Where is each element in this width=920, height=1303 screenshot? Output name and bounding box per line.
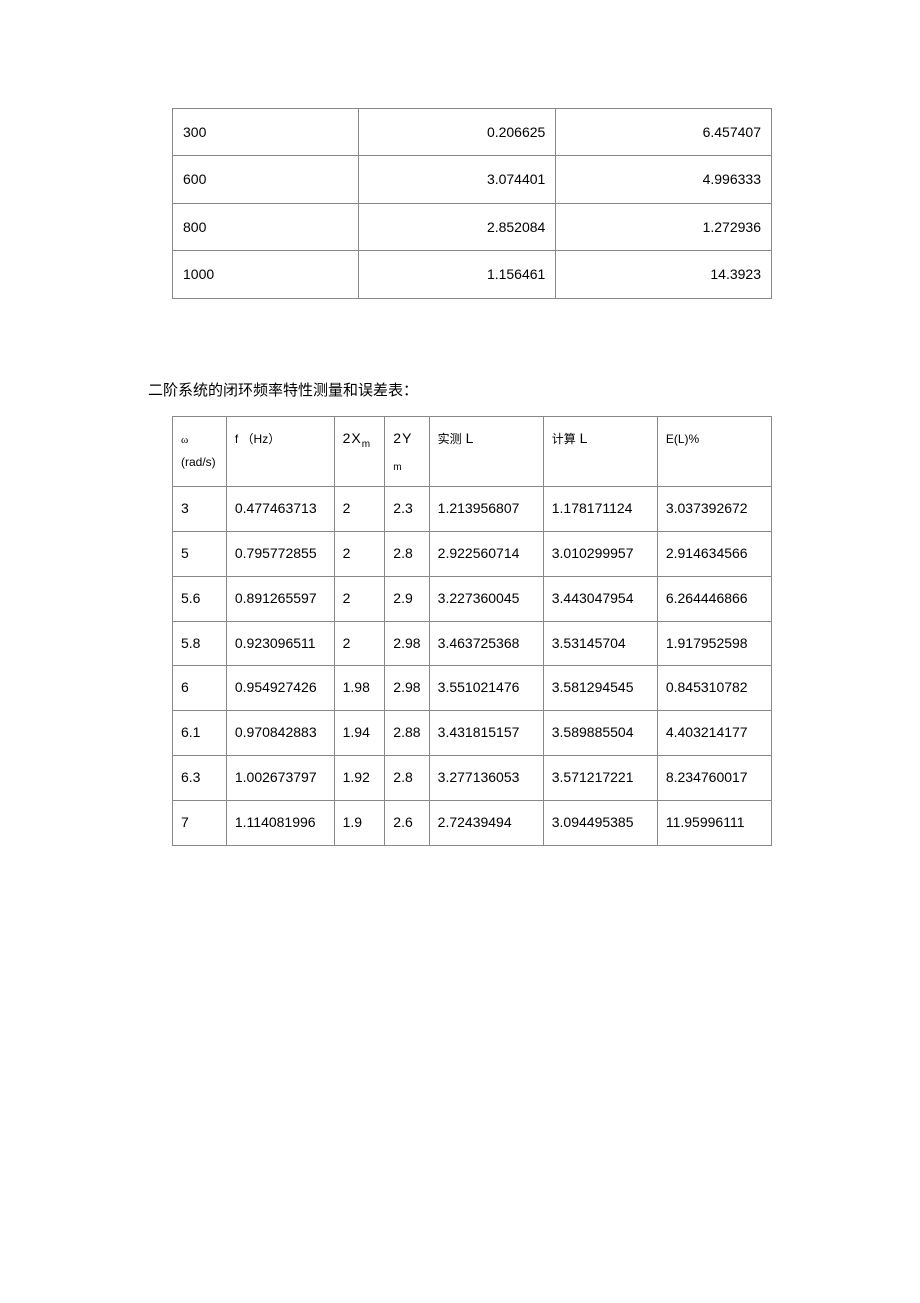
table-cell: 3.037392672 [657, 487, 771, 532]
table-cell: 2 [334, 576, 385, 621]
table-row: 60.9549274261.982.983.5510214763.5812945… [173, 666, 772, 711]
table-cell: 2.6 [385, 800, 429, 845]
table-cell: 1.178171124 [543, 487, 657, 532]
table-cell: 4.403214177 [657, 711, 771, 756]
table-cell: 0.477463713 [226, 487, 334, 532]
table-cell: 6.264446866 [657, 576, 771, 621]
table-row: 30.47746371322.31.2139568071.1781711243.… [173, 487, 772, 532]
table-cell: 6.457407 [556, 109, 772, 156]
table-cell: 2.98 [385, 666, 429, 711]
table-cell: 0.970842883 [226, 711, 334, 756]
table-cell: 5.6 [173, 576, 227, 621]
table-cell: 3.551021476 [429, 666, 543, 711]
table-cell: 1000 [173, 251, 359, 298]
table-cell: 7 [173, 800, 227, 845]
data-table-2: ω (rad/s) f （Hz） 2Xm 2Ym 实测 L 计算 L [172, 416, 772, 846]
table-cell: 3.277136053 [429, 755, 543, 800]
table-cell: 0.845310782 [657, 666, 771, 711]
table-cell: 1.002673797 [226, 755, 334, 800]
table-row: 5.60.89126559722.93.2273600453.443047954… [173, 576, 772, 621]
table-row: 3000.2066256.457407 [173, 109, 772, 156]
table-cell: 0.206625 [358, 109, 556, 156]
table-cell: 5 [173, 531, 227, 576]
table-cell: 1.92 [334, 755, 385, 800]
table-row: 71.1140819961.92.62.724394943.0944953851… [173, 800, 772, 845]
table-cell: 6.1 [173, 711, 227, 756]
table-cell: 3.589885504 [543, 711, 657, 756]
data-table-1: 3000.2066256.4574076003.0744014.99633380… [172, 108, 772, 299]
table-cell: 3.443047954 [543, 576, 657, 621]
table-cell: 1.156461 [358, 251, 556, 298]
table-cell: 5.8 [173, 621, 227, 666]
table-cell: 2.9 [385, 576, 429, 621]
header-measured-l: 实测 L [429, 416, 543, 487]
table-cell: 8.234760017 [657, 755, 771, 800]
table-row: 6.10.9708428831.942.883.4318151573.58988… [173, 711, 772, 756]
document-page: 3000.2066256.4574076003.0744014.99633380… [148, 108, 772, 846]
table-cell: 0.795772855 [226, 531, 334, 576]
table-cell: 3 [173, 487, 227, 532]
table-cell: 3.074401 [358, 156, 556, 203]
table-cell: 2.922560714 [429, 531, 543, 576]
table-cell: 2.88 [385, 711, 429, 756]
table-row: 8002.8520841.272936 [173, 203, 772, 250]
table-cell: 3.53145704 [543, 621, 657, 666]
table-row: 6003.0744014.996333 [173, 156, 772, 203]
table-cell: 3.227360045 [429, 576, 543, 621]
table-cell: 3.431815157 [429, 711, 543, 756]
table-cell: 4.996333 [556, 156, 772, 203]
table-cell: 1.94 [334, 711, 385, 756]
table-row: 5.80.92309651122.983.4637253683.53145704… [173, 621, 772, 666]
table-row: 10001.15646114.3923 [173, 251, 772, 298]
table-cell: 0.923096511 [226, 621, 334, 666]
table-cell: 2.98 [385, 621, 429, 666]
table-cell: 14.3923 [556, 251, 772, 298]
table-cell: 0.891265597 [226, 576, 334, 621]
header-computed-l: 计算 L [543, 416, 657, 487]
table-row: 50.79577285522.82.9225607143.0102999572.… [173, 531, 772, 576]
table-cell: 6 [173, 666, 227, 711]
table-cell: 6.3 [173, 755, 227, 800]
header-fhz: f （Hz） [226, 416, 334, 487]
table-cell: 3.094495385 [543, 800, 657, 845]
table-cell: 2 [334, 487, 385, 532]
header-el-percent: E(L)% [657, 416, 771, 487]
header-omega: ω (rad/s) [173, 416, 227, 487]
table-cell: 1.114081996 [226, 800, 334, 845]
table-cell: 600 [173, 156, 359, 203]
table-cell: 1.917952598 [657, 621, 771, 666]
table-row: 6.31.0026737971.922.83.2771360533.571217… [173, 755, 772, 800]
table-cell: 0.954927426 [226, 666, 334, 711]
table2-header-row: ω (rad/s) f （Hz） 2Xm 2Ym 实测 L 计算 L [173, 416, 772, 487]
table-cell: 2.852084 [358, 203, 556, 250]
table-cell: 300 [173, 109, 359, 156]
table-cell: 1.98 [334, 666, 385, 711]
header-2xm: 2Xm [334, 416, 385, 487]
table-cell: 1.9 [334, 800, 385, 845]
table-cell: 3.581294545 [543, 666, 657, 711]
table-cell: 2 [334, 531, 385, 576]
table-cell: 3.010299957 [543, 531, 657, 576]
table-cell: 11.95996111 [657, 800, 771, 845]
table-cell: 2.8 [385, 755, 429, 800]
table-cell: 1.272936 [556, 203, 772, 250]
header-2ym: 2Ym [385, 416, 429, 487]
table-cell: 2.8 [385, 531, 429, 576]
table-cell: 3.463725368 [429, 621, 543, 666]
table-cell: 3.571217221 [543, 755, 657, 800]
table2-caption: 二阶系统的闭环频率特性测量和误差表： [148, 379, 772, 400]
table-cell: 2.914634566 [657, 531, 771, 576]
table-cell: 1.213956807 [429, 487, 543, 532]
table-cell: 2.72439494 [429, 800, 543, 845]
table-cell: 800 [173, 203, 359, 250]
table-cell: 2 [334, 621, 385, 666]
table-cell: 2.3 [385, 487, 429, 532]
